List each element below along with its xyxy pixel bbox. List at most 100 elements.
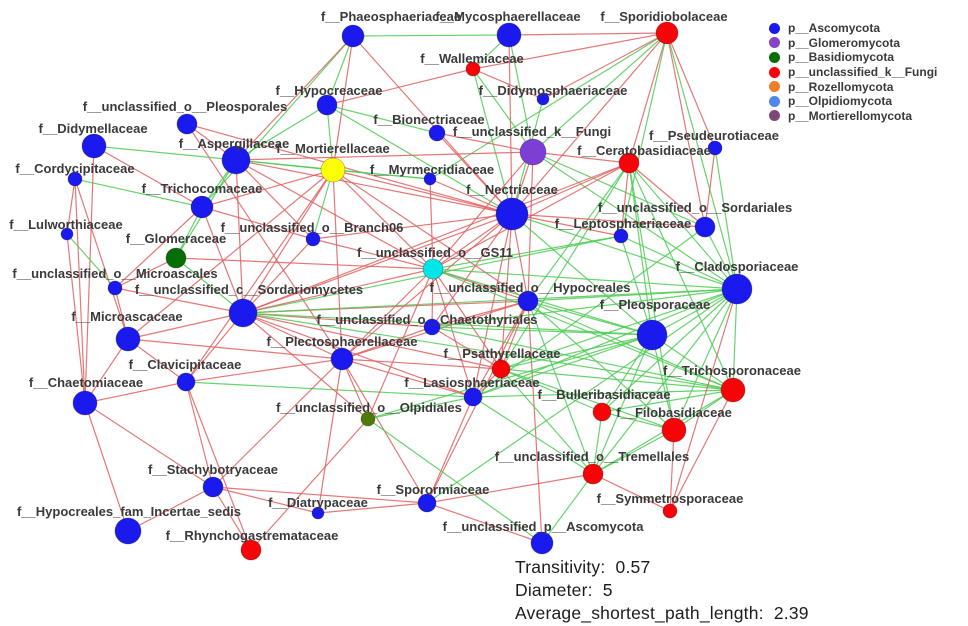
edge-dd-tr xyxy=(93,145,203,208)
edge-wa-fk xyxy=(472,68,534,153)
edge-tr-br xyxy=(201,206,314,240)
edge-te-ua xyxy=(541,473,594,544)
node-label-ua: f__unclassified_p__Ascomycota xyxy=(443,519,645,534)
edge-cv-st xyxy=(185,381,214,488)
label-layer: f__Phaeosphaeriaceaef__Mycosphaerellacea… xyxy=(9,9,801,543)
legend-item-label: p__Glomeromycota xyxy=(788,35,901,50)
edge-po-ol xyxy=(367,334,653,420)
edge-ch-pa xyxy=(431,326,502,370)
edge-ma-cv xyxy=(127,338,187,383)
edge-la-ts xyxy=(472,389,734,398)
edge-ho-la xyxy=(472,300,529,398)
edge-wa-hy xyxy=(326,68,474,106)
node-sp xyxy=(655,21,679,45)
legend-swatch-icon xyxy=(769,51,780,63)
node-label-ps: f__Pseudeurotiaceae xyxy=(649,128,779,143)
phylum-legend: p__Ascomycota p__Glomeromycota p__Basidiom… xyxy=(748,21,937,123)
edge-ph-hy xyxy=(326,35,354,106)
edge-as-gs xyxy=(235,159,434,270)
edge-pa-te xyxy=(500,368,594,475)
node-label-ch: f__unclassified_o__Chaetothyriales xyxy=(316,312,537,327)
edge-sm-ne xyxy=(242,213,513,314)
node-pa xyxy=(491,359,511,379)
node-label-gl: f__Glomeraceae xyxy=(126,231,226,246)
legend-swatch-icon xyxy=(769,95,780,107)
edge-la-po xyxy=(472,334,653,398)
edge-cv-sm xyxy=(185,312,244,383)
stat-line-1: Diameter: 5 xyxy=(515,580,613,600)
node-label-cl: f__Cladosporiaceae xyxy=(676,259,799,274)
legend-item-5: p__Olpidiomycota xyxy=(748,94,937,109)
edge-sm-gs xyxy=(242,268,434,314)
node-label-myr: f__Myrmecridiaceae xyxy=(370,162,494,177)
node-label-sr: f__Sporormiaceae xyxy=(377,482,490,497)
edge-sm-ol xyxy=(242,312,369,420)
edge-so-ne xyxy=(511,213,706,228)
node-label-la: f__Lasiosphaeriaceae xyxy=(404,375,539,390)
edge-la-te xyxy=(472,396,594,475)
edge-ce-pa xyxy=(500,162,630,370)
edge-ce-po xyxy=(628,162,653,336)
node-ho xyxy=(517,290,539,312)
node-ch xyxy=(423,318,441,336)
edge-ch-pe xyxy=(341,326,433,360)
edge-st-sr xyxy=(212,486,428,504)
edge-ce-ho xyxy=(527,162,630,302)
node-label-ho: f__unclassified_o__Hypocreales xyxy=(430,280,631,295)
edge-ne-cl xyxy=(511,213,738,290)
node-fi xyxy=(661,417,687,443)
edge-pa-bu xyxy=(500,368,603,413)
edge-gs-ol xyxy=(367,268,434,420)
node-label-po: f__Pleosporaceae xyxy=(600,297,711,312)
edge-bi-ne xyxy=(436,132,513,215)
edge-fi-te xyxy=(592,429,675,475)
edge-as-br xyxy=(235,159,314,240)
node-st xyxy=(202,476,224,498)
edge-gs-pa xyxy=(432,268,502,370)
edge-gl-mi xyxy=(114,257,177,289)
edge-co-lu xyxy=(66,178,76,235)
edge-ma-pe xyxy=(127,338,343,360)
node-label-rh: f__Rhynchogastremataceae xyxy=(166,528,339,543)
edge-sm-ch xyxy=(242,312,433,328)
node-bu xyxy=(592,402,612,422)
legend-swatch-icon xyxy=(769,37,780,49)
node-fk xyxy=(519,138,547,166)
edge-ho-cl xyxy=(527,288,738,302)
node-te xyxy=(582,463,604,485)
edge-ho-ch xyxy=(431,300,529,328)
node-ua xyxy=(530,531,554,555)
edge-wa-di xyxy=(472,68,544,100)
edge-ps-so xyxy=(704,147,716,228)
edge-cm-cv xyxy=(84,381,187,404)
node-ne xyxy=(495,197,529,231)
legend-swatch-icon xyxy=(769,110,780,122)
edge-my-fk xyxy=(508,34,534,153)
edge-fk-bi xyxy=(436,132,534,153)
node-mi xyxy=(107,280,123,296)
edge-sm-po xyxy=(242,312,653,336)
edge-lu-mi xyxy=(66,233,116,289)
edge-sp-wa xyxy=(472,32,668,70)
node-label-bi: f__Bionectriaceae xyxy=(373,112,484,127)
node-label-ne: f__Nectriaceae xyxy=(466,182,558,197)
node-label-br: f__unclassified_o__Branch06 xyxy=(221,220,404,235)
node-label-ol: f__unclassified_o__Olpidiales xyxy=(276,400,462,415)
legend-item-label: p__Basidiomycota xyxy=(788,50,895,65)
edge-ch-po xyxy=(431,326,653,336)
node-label-tr: f__Trichocomaceae xyxy=(142,181,263,196)
node-label-bu: f__Bulleribasidiaceae xyxy=(538,387,671,402)
edge-hy-as xyxy=(235,104,328,161)
edge-ol-rh xyxy=(250,418,369,551)
legend-item-2: p__Basidiomycota xyxy=(748,50,937,65)
node-label-my: f__Mycosphaerellaceae xyxy=(435,9,580,24)
edge-as-sm xyxy=(235,159,244,314)
edge-cm-hf xyxy=(84,402,129,532)
edge-st-hf xyxy=(127,486,214,532)
node-label-so: f__unclassified_o__Sordariales xyxy=(598,200,792,215)
edge-ol-ua xyxy=(367,418,543,544)
edge-sp-ps xyxy=(666,32,716,149)
edge-pl-ne xyxy=(186,123,513,215)
edge-ma-cm xyxy=(84,338,129,404)
edge-ce-sm xyxy=(242,162,630,314)
